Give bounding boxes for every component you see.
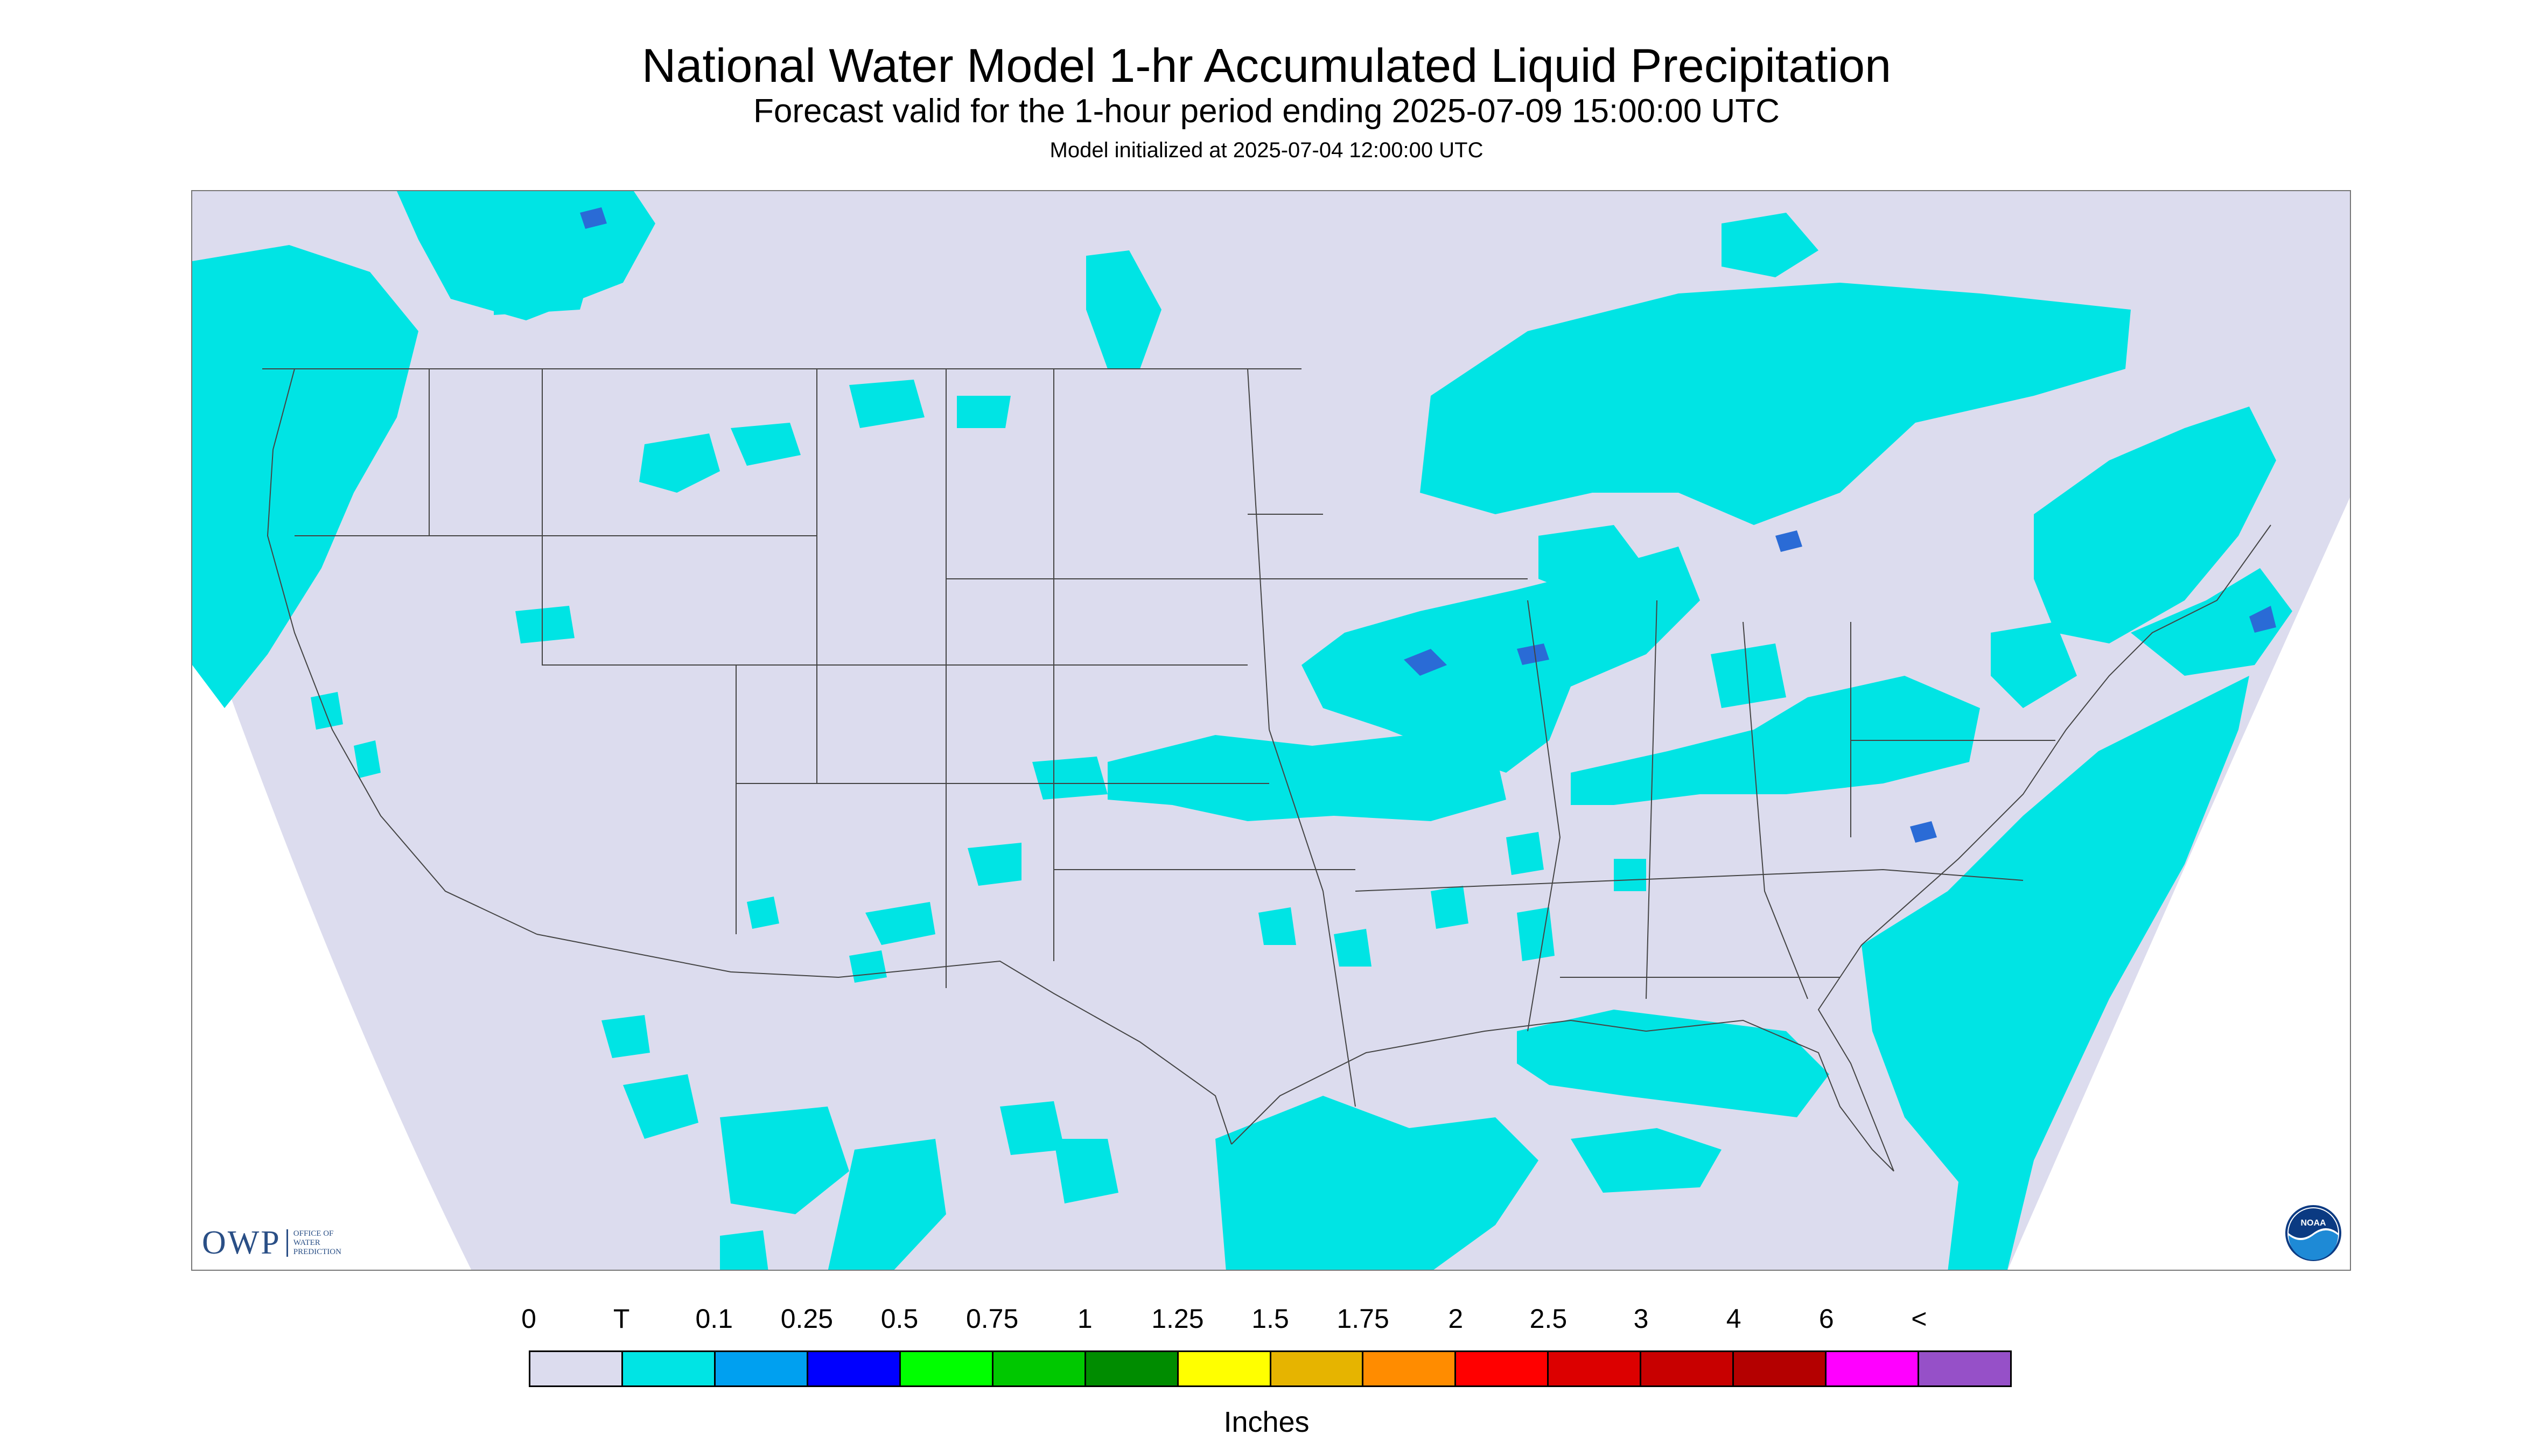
legend-swatch	[1734, 1352, 1827, 1385]
model-init-text: Model initialized at 2025-07-04 12:00:00…	[1049, 138, 1484, 162]
legend-label: 0.25	[780, 1304, 834, 1334]
legend-label: 1.5	[1251, 1304, 1289, 1334]
legend-swatch	[1549, 1352, 1642, 1385]
legend-swatch	[715, 1352, 808, 1385]
owp-logo-text: OWP	[202, 1224, 281, 1261]
legend-swatch	[622, 1352, 716, 1385]
precip-trace-areas	[192, 191, 2292, 1270]
owp-sub-line-3: Prediction	[293, 1248, 341, 1256]
legend-swatch	[1271, 1352, 1364, 1385]
state-boundaries	[262, 368, 2271, 1172]
legend-swatch	[1456, 1352, 1549, 1385]
legend-label: 0	[521, 1304, 536, 1334]
owp-sub-line-2: Water	[293, 1238, 320, 1247]
forecast-valid-subtitle: Forecast valid for the 1-hour period end…	[753, 93, 1780, 130]
legend-label: 1.75	[1337, 1304, 1389, 1334]
legend-label: 1	[1077, 1304, 1093, 1334]
legend-swatch	[530, 1352, 623, 1385]
owp-logo-subtext: Office of Water Prediction	[286, 1229, 341, 1257]
map-title: National Water Model 1-hr Accumulated Li…	[641, 39, 1892, 92]
legend-swatch	[900, 1352, 993, 1385]
legend-swatch	[993, 1352, 1086, 1385]
owp-sub-line-1: Office of	[293, 1229, 334, 1238]
legend-label: 3	[1633, 1304, 1649, 1334]
legend-label: 0.75	[965, 1304, 1019, 1334]
legend-label: 2.5	[1529, 1304, 1568, 1334]
legend-swatch	[1641, 1352, 1734, 1385]
legend-label: <	[1911, 1304, 1927, 1334]
legend-labels: 0 T 0.1 0.25 0.5 0.75 1 1.25 1.5 1.75 2 2.5 3 4 6 <	[521, 1303, 2012, 1335]
legend-label: 1.25	[1151, 1304, 1204, 1334]
owp-logo: OWP Office of Water Prediction	[202, 1224, 341, 1262]
svg-text:NOAA: NOAA	[2300, 1219, 2326, 1228]
legend-swatch	[1086, 1352, 1179, 1385]
legend-units: Inches	[1223, 1406, 1310, 1438]
precip-legend	[529, 1350, 2012, 1387]
legend-label: 0.1	[695, 1304, 733, 1334]
legend-swatch	[1363, 1352, 1457, 1385]
legend-label: T	[613, 1304, 630, 1334]
legend-swatch	[1178, 1352, 1271, 1385]
legend-label: 2	[1448, 1304, 1464, 1334]
legend-label: 4	[1726, 1304, 1741, 1334]
legend-swatch	[808, 1352, 901, 1385]
legend-swatch	[1827, 1352, 1920, 1385]
legend-label: 0.5	[880, 1304, 919, 1334]
precip-light-areas	[580, 207, 2276, 843]
noaa-logo-icon: NOAA	[2285, 1205, 2341, 1261]
precipitation-map: OWP Office of Water Prediction NOAA	[191, 190, 2351, 1271]
legend-swatch	[1919, 1352, 2010, 1385]
legend-label: 6	[1818, 1304, 1834, 1334]
